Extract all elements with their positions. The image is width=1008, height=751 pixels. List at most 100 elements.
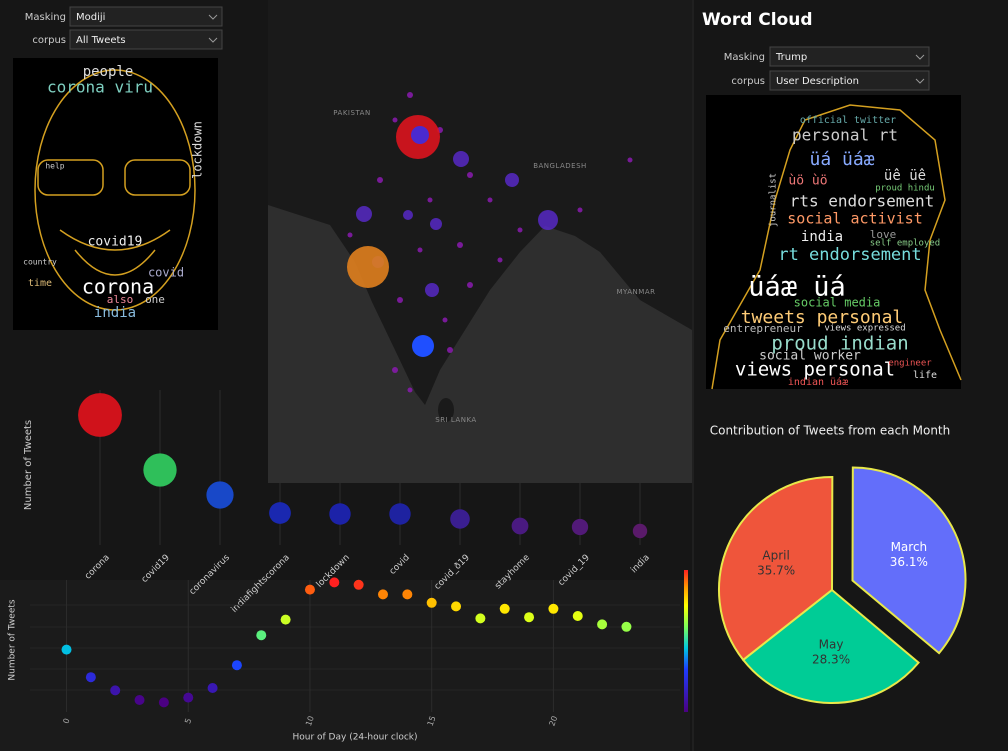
x-tick-label: 0 [61, 717, 71, 725]
cloud-word: rt endorsement [778, 245, 921, 265]
chart-title: Contribution of Tweets from each Month [710, 424, 951, 438]
point [524, 612, 535, 623]
dropdown-value: Modiji [76, 12, 105, 23]
pie-slice [851, 466, 967, 655]
y-axis-label: Number of Tweets [8, 599, 18, 681]
point [183, 692, 194, 703]
cloud-word: social media [794, 296, 881, 310]
dropdown-value: Trump [775, 52, 807, 63]
control-label: Masking [25, 12, 66, 23]
bubble [511, 517, 529, 535]
map-island [438, 398, 454, 422]
point [377, 589, 388, 600]
point [499, 603, 510, 614]
map-label: SRI LANKA [435, 416, 476, 424]
cloud-word: corona [82, 275, 154, 299]
cloud-word: self employed [870, 239, 940, 249]
point [61, 644, 72, 655]
point [621, 621, 632, 632]
cloud-word: views expressed [824, 324, 905, 334]
bubble [450, 509, 470, 529]
cloud-word: country [23, 258, 57, 267]
point [110, 685, 121, 696]
slice-value: 35.7% [757, 563, 795, 577]
cloud-word: also [107, 293, 134, 306]
mask-outline [34, 69, 196, 311]
cloud-word: india [94, 305, 136, 321]
bubble [571, 518, 589, 536]
dropdown[interactable] [769, 70, 930, 91]
cloud-word: corona viru [47, 78, 153, 97]
x-tick-label: 10 [304, 715, 316, 728]
cloud-word: üá üáæ [809, 149, 874, 170]
pie-slice [741, 588, 920, 704]
point [85, 672, 96, 683]
mask-outline [711, 104, 962, 390]
panel-title: Word Cloud [702, 10, 813, 30]
cloud-word: ùö ùö [788, 174, 827, 189]
cloud-word: rts endorsement [790, 192, 935, 211]
cloud-word: views personal [735, 359, 895, 381]
dropdown[interactable] [769, 46, 930, 67]
point [572, 611, 583, 621]
cloud-word: lockdown [191, 121, 205, 179]
point [280, 614, 291, 625]
point [475, 613, 486, 624]
cloud-word: social activist [787, 210, 922, 228]
map-bubbles [356, 151, 558, 297]
y-axis-label: Number of Tweets [23, 420, 34, 510]
cloud-word: üáæ üá [748, 272, 846, 303]
bubble [329, 503, 351, 525]
cloud-word: indian üáæ [788, 376, 848, 388]
cloud-word: covid [148, 266, 184, 280]
control-label: corpus [731, 76, 765, 87]
point [256, 630, 267, 641]
map-bubble [411, 126, 429, 144]
slice-value: 28.3% [812, 653, 850, 667]
point [597, 619, 608, 630]
cloud-word: love [870, 228, 897, 241]
dropdown-value: User Description [776, 76, 859, 87]
cloud-word: üê üê [884, 168, 926, 184]
bubble [269, 502, 291, 524]
map-label: BANGLADESH [533, 162, 587, 170]
cloud-word: india [801, 229, 843, 245]
bubble [78, 393, 122, 437]
point [231, 660, 242, 671]
cloud-word: tweets personal [741, 307, 904, 328]
cloud-word: one [145, 293, 165, 306]
control-label: corpus [32, 35, 66, 46]
dropdown-arrow [915, 78, 925, 84]
dropdown-arrow [208, 37, 218, 43]
x-axis-label: Hour of Day (24-hour clock) [292, 733, 417, 743]
cloud-word: entrepreneur [723, 322, 803, 335]
slice-label: March [891, 540, 928, 554]
x-tick-label: 5 [183, 717, 193, 725]
dropdown[interactable] [69, 29, 223, 50]
cloud-word: engineer [888, 359, 932, 369]
cloud-word: help [45, 162, 64, 171]
control-label: Masking [724, 52, 765, 63]
cloud-word: covid19 [88, 235, 143, 250]
point [353, 579, 364, 590]
map-sea [268, 205, 692, 483]
point [329, 577, 340, 588]
slice-label: April [762, 548, 789, 562]
bubble [632, 523, 648, 539]
map: PAKISTAN BANGLADESH MYANMAR SRI LANKA [268, 0, 692, 483]
point [158, 697, 169, 708]
cloud-word: journalist [769, 173, 779, 227]
word-cloud-box [706, 95, 961, 389]
point [426, 597, 437, 608]
map-bubble-large [347, 246, 389, 288]
map-label: PAKISTAN [333, 109, 370, 117]
cloud-word: people [83, 64, 134, 80]
dropdown-arrow [208, 14, 218, 20]
point [402, 589, 413, 600]
dropdown[interactable] [69, 6, 223, 27]
cloud-word: proud indian [771, 333, 908, 355]
point [451, 601, 462, 612]
x-tick-label: 15 [426, 715, 438, 728]
